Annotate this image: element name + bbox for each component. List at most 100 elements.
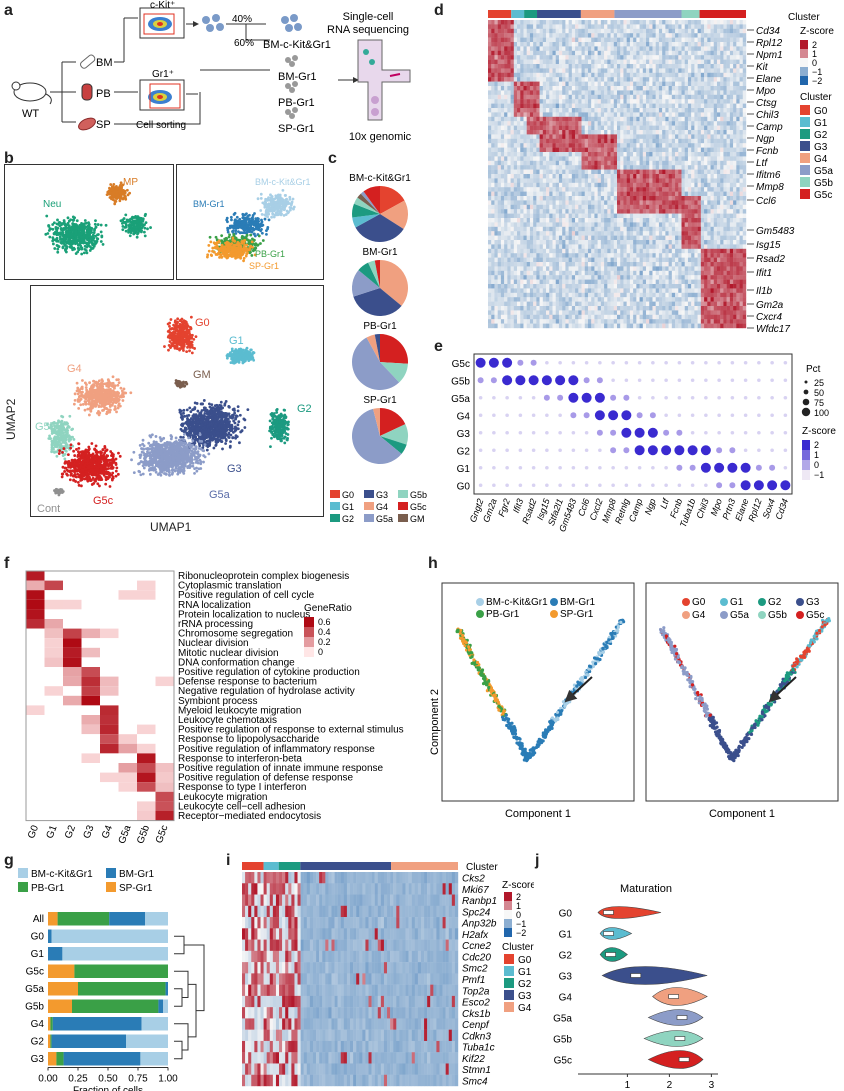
umap-point (243, 220, 246, 223)
umap-sample-spgr1 (206, 236, 257, 263)
umap-point (191, 439, 195, 443)
umap-point (168, 324, 171, 328)
umap-point (243, 243, 246, 247)
umap-point (224, 438, 228, 442)
umap-point (191, 464, 195, 468)
umap-point (244, 228, 247, 231)
umap-point (109, 382, 113, 386)
umap-point (244, 236, 248, 240)
umap-point (115, 391, 119, 395)
panel-a-workflow: WT BM PB SP c-Kit⁺ Gr1⁺ Cell sorting (11, 0, 412, 143)
umap-point (61, 228, 65, 232)
umap-point (220, 420, 224, 424)
umap-point (254, 225, 258, 229)
umap-point (203, 434, 207, 438)
umap-point (283, 408, 287, 412)
umap-point (210, 435, 214, 439)
umap-point (117, 381, 121, 385)
umap-point (245, 243, 249, 247)
umap-point (94, 390, 98, 394)
umap-point (244, 249, 248, 253)
umap-point (169, 434, 173, 437)
umap-point (229, 215, 233, 219)
umap-point (80, 235, 84, 239)
umap-point (154, 470, 158, 474)
panel-label-g: g (4, 852, 14, 869)
umap-point (127, 219, 131, 223)
umap-point (99, 240, 103, 243)
umap-point (286, 436, 289, 440)
pct-60: 60% (234, 38, 254, 49)
umap-point (243, 426, 247, 429)
umap-point (247, 356, 251, 360)
umap-point (202, 399, 206, 402)
umap-point (219, 246, 223, 250)
umap-point (227, 405, 231, 408)
umap-point (181, 328, 185, 332)
umap-point (55, 222, 59, 226)
umap-point (169, 346, 172, 350)
umap-point (243, 225, 247, 229)
umap-point (100, 378, 104, 382)
umap-point (168, 321, 172, 325)
umap-point (204, 420, 208, 424)
umap-point (52, 221, 56, 225)
umap-point (190, 351, 194, 355)
umap-point (52, 232, 56, 236)
label-sp-gr1: SP-Gr1 (249, 261, 279, 271)
umap-point (199, 467, 203, 470)
umap-sample-box: BM-c-Kit&Gr1 BM-Gr1 PB-Gr1 SP-Gr1 (176, 164, 324, 280)
umap-point (125, 188, 129, 192)
umap-point (80, 252, 84, 256)
umap-point (197, 442, 201, 445)
umap-point (111, 375, 115, 379)
umap-point (282, 436, 286, 440)
umap-point (204, 422, 207, 426)
umap-point (291, 197, 295, 201)
umap-point (275, 429, 279, 433)
umap-point (188, 349, 191, 353)
umap-point (76, 238, 79, 242)
umap-point (113, 398, 117, 401)
umap-point (122, 387, 126, 391)
umap-point (105, 193, 109, 197)
umap-point (86, 393, 90, 397)
umap-point (207, 243, 211, 247)
umap-point (116, 397, 120, 400)
umap-point (214, 246, 218, 250)
umap-point (128, 191, 132, 195)
gate-gr1-label: Gr1⁺ (152, 69, 174, 80)
umap-point (130, 222, 134, 226)
umap-point (220, 416, 223, 420)
umap-point (225, 354, 229, 358)
umap-point (221, 447, 224, 451)
umap-point (118, 199, 122, 203)
umap-point (56, 244, 60, 248)
wt-label: WT (22, 108, 39, 120)
umap-point (199, 462, 203, 466)
umap-point (47, 426, 51, 430)
umap-point (182, 344, 186, 348)
umap-point (78, 223, 82, 227)
umap-point (230, 349, 234, 353)
umap-point (248, 353, 252, 357)
umap-point (85, 396, 89, 399)
umap-point (77, 395, 81, 399)
umap-point (235, 254, 239, 258)
umap-point (48, 235, 52, 239)
umap-point (143, 457, 146, 460)
umap-point (288, 197, 292, 201)
umap-point (113, 408, 117, 411)
umap-point (146, 227, 149, 231)
umap-point (101, 387, 105, 391)
umap-point (284, 198, 288, 202)
panel-label-f: f (4, 555, 10, 572)
umap-point (233, 357, 236, 361)
umap-point (259, 209, 263, 212)
cell-sorting-label: Cell sorting (136, 120, 186, 131)
umap-point (267, 196, 270, 200)
umap-point (192, 431, 196, 435)
umap-point (88, 249, 92, 252)
panel-label-a: a (4, 2, 13, 19)
flow-plot-ckit (139, 7, 185, 39)
